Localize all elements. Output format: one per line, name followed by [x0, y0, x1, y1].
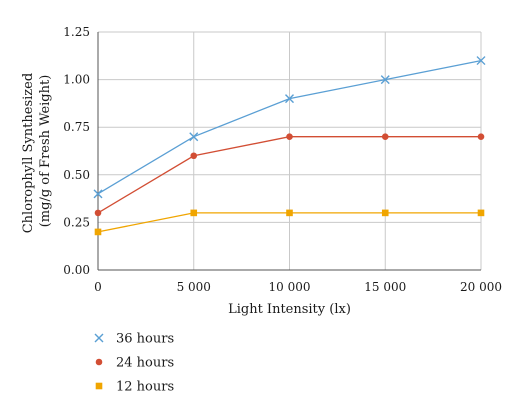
data-point — [94, 228, 102, 236]
legend-marker — [94, 333, 104, 343]
data-point — [380, 75, 390, 85]
marker-stroke — [476, 56, 486, 66]
x-tick-label: 10 000 — [269, 280, 311, 294]
y-axis-title: Chlorophyll Synthesized (mg/g of Fresh W… — [21, 69, 53, 234]
data-point — [190, 209, 198, 217]
y-tick-label: 0.75 — [63, 120, 90, 134]
y-axis-title-line-1: Chlorophyll Synthesized — [21, 73, 36, 233]
y-axis-title-line-2: (mg/g of Fresh Weight) — [38, 75, 53, 228]
legend-label: 12 hours — [116, 380, 174, 395]
data-point — [476, 56, 486, 66]
marker-stroke — [380, 75, 390, 85]
legend-label: 36 hours — [116, 332, 174, 347]
data-point — [477, 209, 485, 217]
data-point — [285, 94, 294, 104]
x-tick-label: 20 000 — [460, 280, 502, 294]
marker-stroke — [285, 94, 294, 104]
y-tick-label: 1.00 — [63, 73, 90, 87]
data-point — [189, 132, 199, 142]
y-tick-label: 1.25 — [63, 25, 90, 39]
series-markers — [93, 56, 486, 236]
legend: 36 hours 24 hours 12 hours — [94, 332, 174, 395]
grid-lines — [98, 31, 482, 270]
legend-marker — [95, 382, 103, 390]
legend-item: 12 hours — [95, 380, 174, 395]
marker-stroke — [189, 132, 199, 142]
legend-marker — [95, 358, 103, 366]
data-point — [477, 133, 485, 141]
x-tick-label: 0 — [94, 280, 102, 294]
tick-labels: 0.00 0.25 0.50 0.75 1.00 1.25 0 5 000 10 000 15 0… — [63, 25, 502, 294]
marker-stroke — [94, 333, 104, 343]
legend-label: 24 hours — [116, 356, 174, 371]
marker-stroke — [93, 189, 103, 199]
y-tick-label: 0.50 — [63, 168, 90, 182]
x-tick-label: 15 000 — [364, 280, 406, 294]
data-point — [94, 209, 102, 217]
data-point — [190, 152, 198, 160]
y-tick-label: 0.00 — [63, 263, 90, 277]
data-point — [286, 133, 293, 141]
data-point — [286, 209, 293, 217]
x-axis-title: Light Intensity (lx) — [228, 302, 351, 317]
x-tick-label: 5 000 — [177, 280, 211, 294]
data-point — [381, 133, 389, 141]
legend-item: 24 hours — [95, 356, 174, 371]
data-point — [381, 209, 389, 217]
y-tick-label: 0.25 — [63, 215, 90, 229]
data-point — [93, 189, 103, 199]
legend-item: 36 hours — [94, 332, 174, 347]
